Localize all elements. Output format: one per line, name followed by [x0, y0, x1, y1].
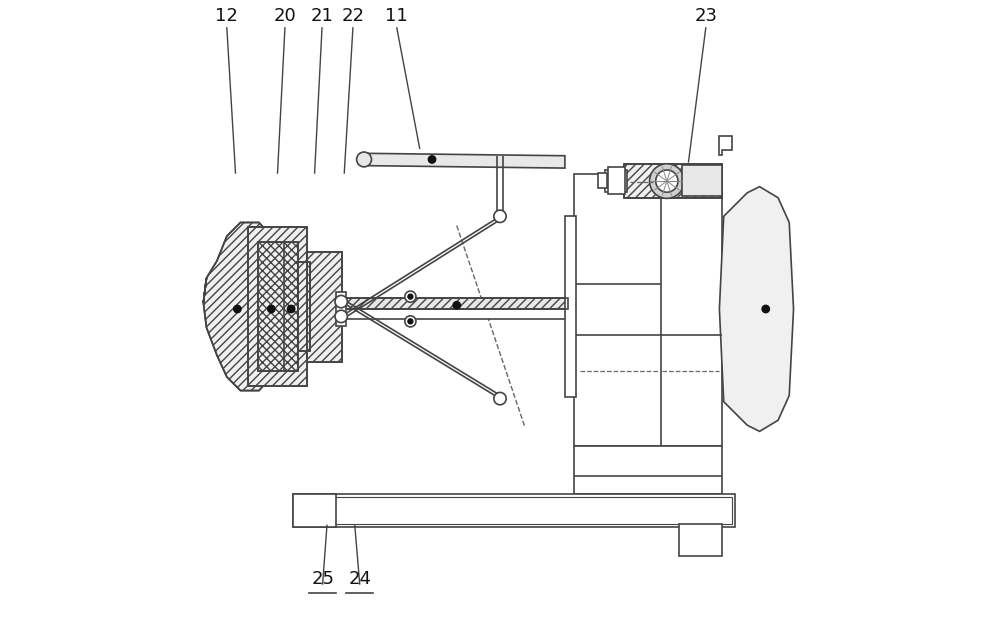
Bar	[682, 165, 722, 196]
Bar	[258, 242, 298, 371]
Circle shape	[650, 164, 684, 198]
Circle shape	[335, 310, 347, 323]
Bar	[298, 262, 310, 351]
Bar	[293, 494, 336, 527]
Bar	[574, 446, 722, 494]
Bar	[605, 170, 627, 192]
Text: 20: 20	[274, 7, 296, 25]
Text: 23: 23	[694, 7, 717, 25]
Circle shape	[494, 210, 506, 222]
Bar	[298, 262, 310, 351]
Circle shape	[405, 316, 416, 327]
Bar	[574, 174, 722, 446]
Polygon shape	[719, 187, 794, 431]
Text: 21: 21	[311, 7, 333, 25]
Circle shape	[357, 152, 371, 167]
Text: 24: 24	[348, 570, 371, 588]
Circle shape	[762, 305, 769, 313]
Circle shape	[408, 319, 413, 324]
Circle shape	[335, 295, 347, 308]
Text: 25: 25	[311, 570, 334, 588]
Bar	[342, 298, 568, 309]
Bar	[307, 252, 342, 362]
Circle shape	[287, 305, 295, 313]
Text: 12: 12	[215, 7, 238, 25]
Polygon shape	[203, 222, 270, 391]
Bar	[624, 164, 722, 198]
Circle shape	[268, 305, 275, 313]
Bar	[336, 292, 346, 326]
Circle shape	[656, 170, 678, 192]
Circle shape	[408, 294, 413, 299]
Bar	[248, 227, 307, 386]
Bar	[565, 216, 576, 397]
Text: 22: 22	[341, 7, 364, 25]
Bar	[608, 167, 625, 194]
Bar	[293, 494, 735, 527]
Bar	[342, 309, 568, 319]
Bar	[598, 173, 607, 188]
Bar	[342, 298, 568, 309]
Circle shape	[494, 392, 506, 405]
Circle shape	[453, 302, 460, 309]
Bar	[258, 242, 298, 371]
Polygon shape	[719, 136, 732, 154]
Bar	[679, 524, 722, 556]
Bar	[248, 227, 307, 386]
Bar	[307, 252, 342, 362]
Circle shape	[234, 305, 241, 313]
Text: 11: 11	[385, 7, 408, 25]
Bar	[624, 164, 722, 198]
Polygon shape	[361, 153, 565, 168]
Circle shape	[428, 156, 436, 163]
Bar	[296, 497, 732, 524]
Circle shape	[405, 291, 416, 302]
